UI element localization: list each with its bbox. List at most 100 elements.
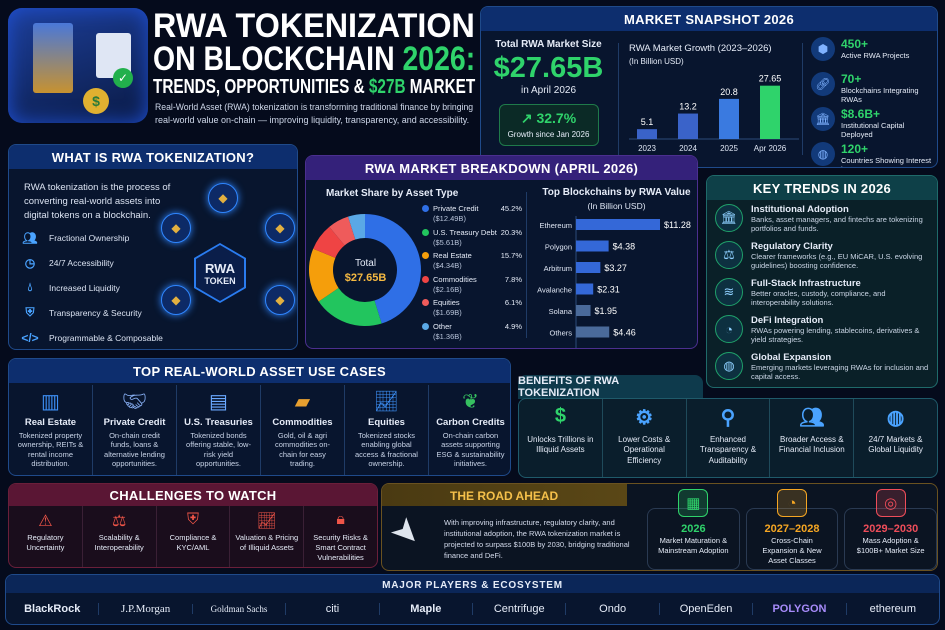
cube-icon: ⬢ — [811, 37, 835, 61]
challenge-item: ⚖︎ Scalability & Interoperability — [81, 506, 156, 567]
growth-chart-subtitle: (In Billion USD) — [629, 57, 684, 66]
x-tick-label: 2025 — [720, 144, 738, 153]
logo-goldmansachs: Goldman Sachs — [191, 604, 285, 614]
bar — [576, 326, 610, 338]
donut-slice — [318, 287, 382, 326]
x-tick-label: 2024 — [679, 144, 697, 153]
challenge-item: ⚠︎ Regulatory Uncertainty — [9, 506, 82, 567]
gear-dollar-icon: ⚙︎ — [635, 407, 654, 429]
benefit-item: ⚙︎ Lower Costs & Operational Efficiency — [601, 399, 686, 477]
money-bag-icon: $ — [554, 405, 566, 427]
donut-center-value: $27.65B — [344, 272, 387, 284]
bank-icon: 🏛︎ — [811, 107, 835, 131]
market-snapshot-panel: MARKET SNAPSHOT 2026 Total RWA Market Si… — [480, 6, 938, 168]
challenges-panel: CHALLENGES TO WATCH ⚠︎ Regulatory Uncerta… — [8, 483, 378, 568]
logo-ethereum: ethereum — [845, 603, 939, 615]
bar — [576, 283, 594, 295]
gavel-icon: ⚖︎ — [715, 241, 743, 269]
feature-item: 💧︎ Increased Liquidity — [21, 275, 163, 300]
benefit-item: ◍ 24/7 Markets & Global Liquidity — [853, 399, 937, 477]
bar-value-label: $2.31 — [597, 285, 620, 295]
use-case-item: ▥ Real Estate Tokenized property ownership… — [9, 385, 92, 475]
legend-item: U.S. Treasury Debt 20.3% ($5.61B) — [422, 228, 522, 252]
use-cases-panel: TOP REAL-WORLD ASSET USE CASES ▥ Real Est… — [8, 358, 511, 476]
blockchain-chart-subtitle: (In Billion USD) — [587, 201, 646, 211]
page-title: RWA TOKENIZATION ON BLOCKCHAIN 2026: TRE… — [153, 0, 475, 100]
x-tick-label: 2023 — [638, 144, 656, 153]
growth-bar-chart: 5.1 2023 13.2 2024 20.8 2025 27.65 Apr 2026 — [629, 74, 799, 153]
feature-item: ⛨ Transparency & Security — [21, 300, 163, 325]
legend-swatch — [422, 205, 429, 212]
logo-citi: citi — [285, 603, 378, 615]
people-icon: 👥︎ — [799, 407, 825, 429]
panel-title: WHAT IS RWA TOKENIZATION? — [9, 145, 297, 169]
bar — [576, 305, 591, 316]
legend-swatch — [422, 299, 429, 306]
title-line-3: TRENDS, OPPORTUNITIES & $27B MARKET — [153, 76, 476, 98]
donut-slice — [329, 216, 356, 246]
road-description: With improving infrastructure, regulator… — [444, 518, 630, 560]
panel-title: MAJOR PLAYERS & ECOSYSTEM — [6, 575, 939, 593]
legend-swatch — [422, 275, 429, 283]
donut-slice — [348, 214, 365, 240]
blockchain-chart-title: Top Blockchains by RWA Value — [542, 187, 691, 198]
y-tick-label: Others — [549, 329, 572, 338]
warning-icon: ⚠︎ — [38, 513, 53, 530]
donut-title: Market Share by Asset Type — [326, 188, 459, 199]
building-icon: ◆ — [161, 285, 191, 315]
logo-centrifuge: Centrifuge — [472, 603, 565, 615]
bar — [719, 98, 739, 139]
fireplace-icon: ◆ — [265, 285, 295, 315]
feature-item: </> Programmable & Composable — [21, 330, 163, 345]
bar-value-label: 13.2 — [679, 102, 697, 112]
bar — [576, 240, 609, 252]
use-case-item: 📈︎ Equities Tokenized stocks enabling glob… — [344, 385, 428, 475]
what-description: RWA tokenization is the process of conver… — [24, 182, 171, 221]
donut-center-label: Total — [354, 258, 377, 269]
what-is-panel: WHAT IS RWA TOKENIZATION? RWA tokenizati… — [8, 144, 298, 350]
challenge-item: 📈︎ Valuation & Pricing of Illiquid Assets — [229, 506, 303, 567]
hero-illustration: ✓ $ — [8, 8, 148, 123]
bank-icon: 🏛︎ — [715, 204, 743, 232]
target-icon: ◎ — [875, 489, 906, 517]
market-breakdown-panel: RWA MARKET BREAKDOWN (APRIL 2026) Market… — [305, 155, 698, 349]
people-icon: 👥︎ — [22, 230, 38, 245]
chart-up-icon: 📈︎ — [256, 513, 277, 530]
gold-icon: ◆ — [208, 183, 238, 213]
panel-title: KEY TRENDS IN 2026 — [707, 176, 937, 200]
stat-item: ◍120+Countries Showing Interest in RWAs — [811, 142, 936, 167]
stat-item: 🔗︎ 70+ Blockchains Integrating RWAs — [811, 72, 936, 104]
growth-chart-title: RWA Market Growth (2023–2026) — [629, 43, 772, 54]
bar — [760, 85, 780, 139]
x-tick-label: Apr 2026 — [754, 144, 787, 153]
bar-value-label: 20.8 — [720, 87, 738, 97]
building-icon: ▥ — [41, 391, 60, 413]
bar-value-label: $11.28 — [664, 220, 691, 230]
total-date: in April 2026 — [520, 85, 577, 96]
bar-value-label: $1.95 — [595, 306, 618, 316]
bar — [678, 113, 698, 139]
trend-item: ⚖︎ Regulatory Clarity Clearer frameworks (… — [715, 241, 935, 278]
panel-title: MARKET SNAPSHOT 2026 — [481, 7, 937, 31]
challenge-item: ⛨ Compliance & KYC/AML — [155, 506, 230, 567]
blockchain-bar-chart: Ethereum $11.28 Polygon $4.38 Arbitrum $3.27 A… — [537, 216, 691, 348]
globe-icon: ◍ — [811, 142, 835, 166]
logo-ondo: Ondo — [565, 603, 658, 615]
roadmap-step: ◎ 2029–2030 Mass Adoption & $100B+ Market … — [844, 489, 937, 570]
logo-openeden: OpenEden — [658, 603, 752, 615]
legend-item: Commodities 7.8% ($2.16B) — [422, 275, 522, 299]
legend-item: Real Estate 15.7% ($4.34B) — [422, 251, 522, 275]
logo-maple: Maple — [378, 603, 472, 615]
shield-icon: ⛨ — [25, 305, 35, 319]
panel-title: CHALLENGES TO WATCH — [9, 484, 377, 506]
donut-slice — [365, 214, 421, 324]
roadmap-step: ◔ 2027–2028 Cross-Chain Expansion & New As… — [745, 489, 839, 570]
trend-item: ≋ Full-Stack Infrastructure Better oracles… — [715, 278, 935, 315]
page-subtitle: Real-World Asset (RWA) tokenization is t… — [155, 102, 474, 125]
feature-item: ◷ 24/7 Accessibility — [21, 250, 163, 275]
total-value: $27.65B — [493, 52, 604, 84]
y-tick-label: Solana — [549, 307, 573, 316]
shield-check-icon: ⛨ — [186, 511, 199, 528]
roadmap-step: ▦ 2026 Market Maturation & Mainstream Adop… — [647, 489, 740, 570]
link-icon: 🔗︎ — [811, 72, 835, 96]
